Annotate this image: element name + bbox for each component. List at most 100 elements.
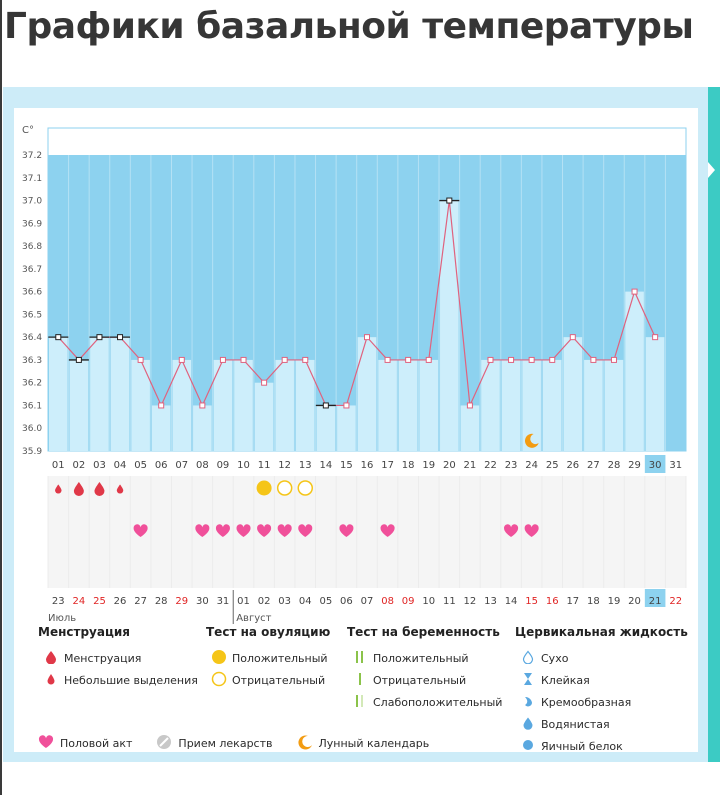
cycle-day-label-04: 04 bbox=[299, 596, 312, 607]
y-tick-label: 36.2 bbox=[22, 379, 42, 389]
legend-item-ovulation-positive: Положительный bbox=[206, 647, 330, 669]
heart-icon bbox=[215, 524, 230, 537]
legend-label: Клейкая bbox=[541, 673, 590, 687]
left-border bbox=[0, 0, 2, 795]
temp-point-30 bbox=[652, 334, 659, 341]
cycle-day-label-13: 13 bbox=[484, 596, 497, 607]
cycle-day-label-16: 16 bbox=[546, 596, 559, 607]
cycle-day-label-29: 29 bbox=[175, 596, 188, 607]
temp-point-03 bbox=[96, 334, 103, 341]
outline-drop-icon bbox=[515, 650, 541, 667]
legend-label: Кремообразная bbox=[541, 695, 632, 709]
legend-label: Прием лекарств bbox=[178, 737, 273, 750]
day-label-31: 31 bbox=[669, 460, 682, 471]
y-tick-label: 36.1 bbox=[22, 401, 42, 411]
temp-bar-27 bbox=[584, 359, 603, 451]
temp-point-24 bbox=[528, 356, 535, 363]
legend-label: Яичный белок bbox=[541, 739, 623, 753]
filled-circle-icon bbox=[206, 649, 232, 668]
temp-point-01 bbox=[55, 334, 62, 341]
temp-point-21 bbox=[466, 402, 473, 409]
highlighted-day-box bbox=[644, 455, 666, 473]
temp-point-10 bbox=[240, 356, 247, 363]
ovulation-negative-icon bbox=[276, 480, 293, 496]
day-label-04: 04 bbox=[114, 460, 127, 471]
day-label-20: 20 bbox=[443, 460, 456, 471]
y-tick-label: 36.0 bbox=[22, 424, 42, 434]
legend-pregnancy: Тест на беременность Положительный Отриц… bbox=[347, 625, 502, 713]
temp-bar-02 bbox=[69, 359, 89, 451]
legend-item-pregnancy-negative: Отрицательный bbox=[347, 669, 502, 691]
drop-icon bbox=[55, 484, 62, 494]
temp-bar-10 bbox=[234, 359, 253, 451]
temp-point-22 bbox=[487, 356, 494, 363]
temp-point-11 bbox=[261, 379, 268, 386]
page-title: Графики базальной температуры bbox=[4, 6, 694, 47]
day-label-17: 17 bbox=[381, 460, 394, 471]
day-label-27: 27 bbox=[587, 460, 600, 471]
temp-bar-07 bbox=[172, 359, 192, 451]
double-line-icon bbox=[347, 650, 373, 667]
temp-bar-22 bbox=[481, 359, 500, 451]
temp-point-27 bbox=[590, 356, 597, 363]
day-label-13: 13 bbox=[299, 460, 312, 471]
day-label-26: 26 bbox=[566, 460, 579, 471]
cycle-day-label-03: 03 bbox=[278, 596, 291, 607]
temp-bar-05 bbox=[131, 359, 150, 451]
temp-point-16 bbox=[364, 334, 370, 341]
day-label-09: 09 bbox=[217, 460, 230, 471]
y-tick-label: 35.9 bbox=[22, 447, 42, 457]
temp-point-25 bbox=[549, 356, 556, 363]
cycle-day-label-08: 08 bbox=[381, 596, 394, 607]
side-tab[interactable] bbox=[708, 87, 720, 762]
legend-label: Половой акт bbox=[60, 737, 133, 750]
legend-item-menstruation: Менструация bbox=[38, 647, 198, 669]
legend-item-moon: Лунный календарь bbox=[297, 734, 429, 753]
cycle-day-label-02: 02 bbox=[258, 596, 271, 607]
heart-icon bbox=[504, 524, 519, 537]
day-label-08: 08 bbox=[196, 460, 209, 471]
y-axis-label: C° bbox=[22, 125, 34, 136]
temp-point-23 bbox=[508, 356, 515, 363]
legend-item-dry: Сухо bbox=[515, 647, 688, 669]
ovulation-positive-icon bbox=[256, 480, 272, 496]
ovulation-negative-icon bbox=[297, 480, 314, 496]
temp-point-08 bbox=[199, 402, 206, 409]
cycle-day-label-31: 31 bbox=[217, 596, 230, 607]
cycle-day-label-30: 30 bbox=[196, 596, 209, 607]
y-tick-label: 36.3 bbox=[22, 356, 42, 366]
cycle-day-label-07: 07 bbox=[361, 596, 374, 607]
half-drop-icon bbox=[515, 694, 541, 711]
cycle-day-label-05: 05 bbox=[319, 596, 332, 607]
temp-bar-24 bbox=[522, 359, 541, 451]
drop-icon bbox=[515, 716, 541, 733]
day-label-16: 16 bbox=[361, 460, 374, 471]
heart-icon bbox=[298, 524, 313, 537]
temp-point-29 bbox=[631, 288, 638, 295]
day-label-19: 19 bbox=[422, 460, 435, 471]
temp-point-20 bbox=[446, 197, 453, 204]
cycle-day-label-06: 06 bbox=[340, 596, 353, 607]
cycle-day-label-20: 20 bbox=[628, 596, 641, 607]
temp-bar-30 bbox=[645, 337, 665, 451]
day-label-22: 22 bbox=[484, 460, 497, 471]
side-tab-arrow-icon[interactable] bbox=[708, 162, 715, 178]
legend-item-watery: Водянистая bbox=[515, 713, 688, 735]
legend-label: Менструация bbox=[64, 651, 142, 665]
legend-item-spotting: Небольшие выделения bbox=[38, 669, 198, 691]
cycle-day-label-27: 27 bbox=[134, 596, 147, 607]
temp-point-02 bbox=[75, 356, 82, 363]
temp-point-28 bbox=[610, 356, 617, 363]
small-drop-icon bbox=[38, 673, 64, 688]
y-tick-label: 36.4 bbox=[22, 333, 42, 343]
legend-label: Положительный bbox=[373, 651, 469, 665]
cycle-day-label-28: 28 bbox=[155, 596, 168, 607]
drop-icon bbox=[73, 482, 84, 497]
legend-item-creamy: Кремообразная bbox=[515, 691, 688, 713]
heart-icon bbox=[277, 524, 292, 537]
temp-bar-11 bbox=[254, 382, 274, 451]
cycle-day-label-26: 26 bbox=[114, 596, 127, 607]
highlighted-cycle-box bbox=[644, 589, 666, 607]
temp-line bbox=[57, 200, 656, 408]
drop-icon bbox=[38, 650, 64, 667]
